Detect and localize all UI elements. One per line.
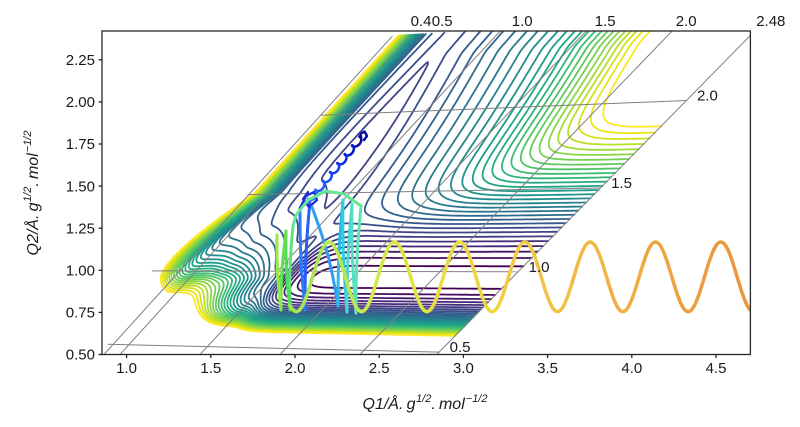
svg-text:1.00: 1.00: [66, 263, 95, 280]
svg-text:4.5: 4.5: [706, 360, 727, 377]
svg-text:1.5: 1.5: [611, 175, 632, 192]
svg-text:3.5: 3.5: [537, 360, 558, 377]
svg-text:4.0: 4.0: [621, 360, 642, 377]
svg-text:1.0: 1.0: [116, 360, 137, 377]
svg-text:0.5: 0.5: [432, 13, 453, 30]
svg-text:1.50: 1.50: [66, 178, 95, 195]
svg-text:2.5: 2.5: [369, 360, 390, 377]
svg-text:1.25: 1.25: [66, 220, 95, 237]
svg-text:2.00: 2.00: [66, 94, 95, 111]
svg-text:2.0: 2.0: [285, 360, 306, 377]
svg-text:2.48: 2.48: [756, 13, 785, 30]
svg-text:1.75: 1.75: [66, 136, 95, 153]
svg-text:1.5: 1.5: [200, 360, 221, 377]
svg-text:Q1/Å. g1/2. mol−1/2: Q1/Å. g1/2. mol−1/2: [363, 393, 488, 413]
svg-text:2.25: 2.25: [66, 52, 95, 69]
svg-text:1.0: 1.0: [529, 259, 550, 276]
svg-text:0.50: 0.50: [66, 347, 95, 364]
svg-text:0.5: 0.5: [450, 339, 471, 356]
svg-text:0.4: 0.4: [411, 13, 432, 30]
svg-text:1.0: 1.0: [512, 13, 533, 30]
svg-text:2.0: 2.0: [676, 13, 697, 30]
svg-text:1.5: 1.5: [595, 13, 616, 30]
svg-text:Q2/Å. g1/2. mol−1/2: Q2/Å. g1/2. mol−1/2: [22, 131, 42, 256]
svg-text:0.75: 0.75: [66, 305, 95, 322]
svg-text:2.0: 2.0: [697, 88, 718, 105]
svg-text:3.0: 3.0: [453, 360, 474, 377]
